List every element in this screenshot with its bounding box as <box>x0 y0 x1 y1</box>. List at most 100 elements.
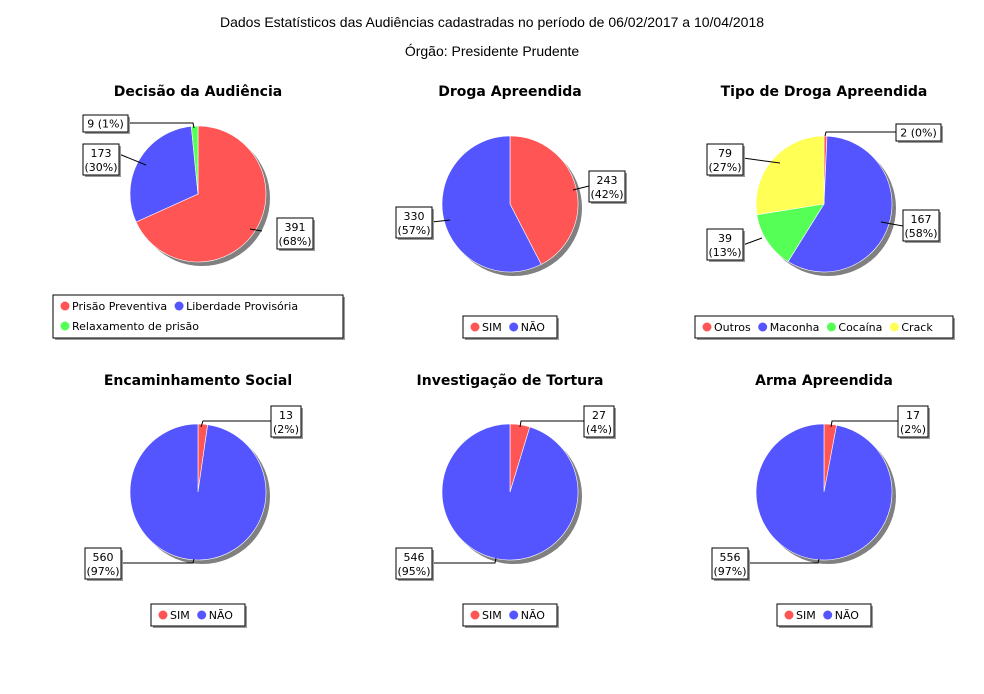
legend-entry: NÃO <box>835 609 860 622</box>
pie-slice <box>190 125 199 195</box>
legend-entry: Maconha <box>770 321 820 334</box>
page-title: Dados Estatísticos das Audiências cadast… <box>219 14 765 30</box>
slice-value-label: 243 <box>597 174 618 187</box>
label-box <box>902 209 940 242</box>
label-leader-line <box>748 558 820 564</box>
legend-entry: NÃO <box>521 609 546 622</box>
slice-value-label: 556 <box>720 551 741 564</box>
chart-title: Arma Apreendida <box>755 373 893 389</box>
label-box <box>82 114 129 133</box>
legend-swatch <box>470 322 480 332</box>
legend-entry: Cocaína <box>838 321 882 334</box>
chart-title: Decisão da Audiência <box>114 84 282 100</box>
pie-slice <box>135 125 267 263</box>
legend-swatch <box>470 610 480 620</box>
legend-swatch <box>60 321 70 331</box>
label-leader-line <box>200 420 271 428</box>
label-leader-line <box>880 221 904 227</box>
legend-entry: NÃO <box>521 321 546 334</box>
legend-swatch <box>702 322 712 332</box>
slice-value-label: 391 <box>285 221 306 234</box>
legend-entry: Prisão Preventiva <box>72 300 167 313</box>
legend-entry: Outros <box>714 321 751 334</box>
label-box <box>711 547 749 580</box>
pie-chart-3: Tipo de Droga Apreendida 2 (0%) 167(58%) 39… <box>694 84 955 340</box>
label-box <box>395 547 433 580</box>
chart-title: Investigação de Tortura <box>417 373 604 389</box>
label-box <box>895 123 942 142</box>
label-leader-line <box>128 122 195 129</box>
label-leader-line <box>519 420 584 428</box>
legend-swatch <box>889 322 899 332</box>
slice-label: 2 (0%) <box>900 127 937 140</box>
legend-swatch <box>174 301 184 311</box>
slice-pct-label: (4%) <box>586 423 612 436</box>
slice-pct-label: (27%) <box>708 161 741 174</box>
slice-value-label: 13 <box>279 409 293 422</box>
chart-title: Encaminhamento Social <box>104 373 292 389</box>
slice-value-label: 79 <box>718 147 732 160</box>
label-box <box>897 405 929 438</box>
label-leader-line <box>118 153 147 166</box>
slice-value-label: 17 <box>906 409 920 422</box>
slice-pct-label: (2%) <box>273 423 299 436</box>
label-box <box>706 228 744 261</box>
label-leader-line <box>742 237 763 246</box>
slice-pct-label: (95%) <box>397 565 430 578</box>
chart-title: Droga Apreendida <box>438 84 582 100</box>
legend <box>694 315 954 339</box>
label-leader-line <box>121 558 195 564</box>
slice-value-label: 167 <box>911 213 932 226</box>
pie-chart-1: Decisão da Audiência 391(68%) 173(30%) 9 (1… <box>52 84 345 340</box>
label-box <box>395 206 433 239</box>
label-leader-line <box>431 219 451 223</box>
slice-value-label: 546 <box>404 551 425 564</box>
chart-title: Tipo de Droga Apreendida <box>721 84 928 100</box>
legend-swatch <box>60 301 70 311</box>
pie-slice <box>129 423 267 561</box>
slice-pct-label: (42%) <box>590 188 623 201</box>
label-box <box>276 217 314 250</box>
pie-slice <box>129 126 199 223</box>
legend-swatch <box>826 322 836 332</box>
pie-chart-2: Droga Apreendida 243(42%) 330(57%) SIM NÃO <box>395 84 627 340</box>
slice-pct-label: (2%) <box>900 423 926 436</box>
pie-chart-6: Arma Apreendida 17(2%) 556(97%) SIM NÃO <box>711 373 930 628</box>
pie-chart-4: Encaminhamento Social 13(2%) 560(97%) SIM NÃ… <box>84 373 303 628</box>
legend-swatch <box>823 610 833 620</box>
pie-slice <box>755 135 825 216</box>
label-box <box>82 143 120 176</box>
pie-slice <box>441 135 542 273</box>
legend-swatch <box>509 610 519 620</box>
label-leader-line <box>742 157 781 164</box>
legend-entry: NÃO <box>209 609 234 622</box>
slice-value-label: 330 <box>404 210 425 223</box>
slice-pct-label: (58%) <box>904 227 937 240</box>
legend-entry: Liberdade Provisória <box>186 300 298 313</box>
legend-entry: Crack <box>901 321 933 334</box>
slice-pct-label: (97%) <box>86 565 119 578</box>
slice-label: 9 (1%) <box>87 118 124 131</box>
label-leader-line <box>830 420 898 428</box>
slice-value-label: 39 <box>718 232 732 245</box>
label-box <box>706 143 744 176</box>
legend-entry: SIM <box>482 609 502 622</box>
slice-value-label: 560 <box>93 551 114 564</box>
slice-pct-label: (97%) <box>713 565 746 578</box>
legend-entry: Relaxamento de prisão <box>72 320 199 333</box>
label-leader-line <box>432 557 497 564</box>
legend-swatch <box>197 610 207 620</box>
legend-swatch <box>158 610 168 620</box>
label-box <box>588 170 626 203</box>
pie-slice <box>755 423 893 561</box>
slice-pct-label: (57%) <box>397 224 430 237</box>
label-leader-line <box>249 228 263 232</box>
slice-pct-label: (30%) <box>84 161 117 174</box>
page-subtitle: Órgão: Presidente Prudente <box>404 43 580 59</box>
legend-swatch <box>758 322 768 332</box>
label-box <box>84 547 122 580</box>
pie-slice <box>756 203 825 263</box>
slice-pct-label: (13%) <box>708 246 741 259</box>
label-leader-line <box>572 185 590 191</box>
